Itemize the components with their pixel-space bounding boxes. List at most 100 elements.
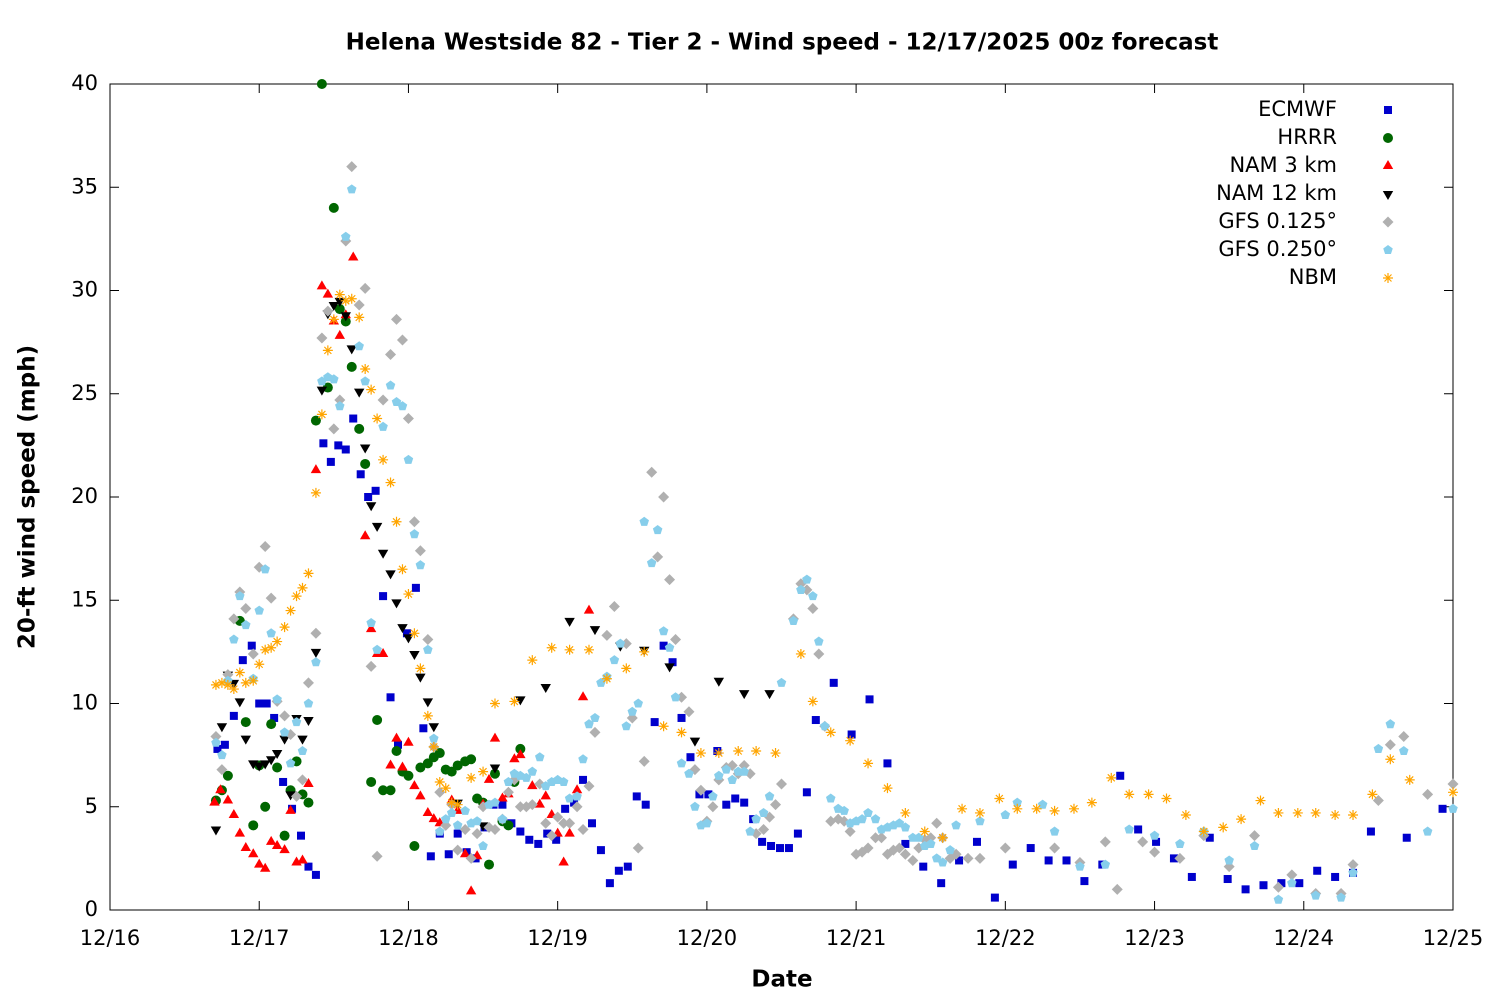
- data-point: [601, 673, 612, 684]
- data-point: [731, 794, 740, 803]
- data-point: [509, 696, 520, 707]
- data-point: [862, 842, 874, 854]
- data-point: [378, 785, 389, 796]
- data-point: [865, 695, 874, 704]
- data-point: [259, 760, 271, 770]
- data-point: [254, 659, 265, 670]
- data-point: [260, 801, 271, 812]
- data-point: [758, 823, 770, 835]
- legend-marker: [1383, 245, 1393, 255]
- data-point: [248, 848, 259, 858]
- data-point: [863, 758, 874, 769]
- data-point: [397, 401, 408, 411]
- data-point: [403, 736, 414, 746]
- data-point: [527, 766, 538, 776]
- data-point: [354, 312, 365, 323]
- data-point: [326, 457, 335, 466]
- data-point: [240, 677, 251, 688]
- data-point: [414, 545, 426, 557]
- legend-marker: [1382, 191, 1394, 200]
- data-point: [297, 746, 308, 756]
- data-point: [248, 820, 259, 831]
- data-point: [638, 755, 650, 767]
- data-point: [621, 663, 632, 674]
- data-point: [472, 816, 482, 826]
- data-point: [302, 677, 314, 689]
- data-point: [340, 316, 351, 327]
- data-point: [1422, 826, 1433, 836]
- data-point: [914, 832, 924, 842]
- chart-title: Helena Westside 82 - Tier 2 - Wind speed…: [346, 30, 1219, 56]
- data-point: [402, 413, 414, 425]
- data-point: [820, 721, 830, 731]
- data-point: [1049, 826, 1060, 836]
- data-point: [609, 655, 620, 665]
- data-point: [652, 551, 664, 563]
- data-point: [1075, 861, 1085, 871]
- data-point: [596, 846, 605, 855]
- data-point: [334, 441, 343, 450]
- data-point: [1180, 810, 1191, 821]
- data-point: [279, 844, 290, 854]
- data-point: [957, 803, 968, 814]
- data-point: [534, 839, 543, 848]
- data-point: [484, 859, 495, 870]
- data-point: [641, 800, 650, 809]
- data-point: [919, 826, 930, 837]
- data-point: [1273, 894, 1284, 904]
- data-point: [1174, 852, 1186, 864]
- data-point: [770, 799, 782, 811]
- data-point: [446, 766, 457, 777]
- data-point: [668, 658, 677, 667]
- data-point: [776, 844, 785, 853]
- data-point: [721, 764, 732, 774]
- data-point: [1286, 869, 1298, 881]
- data-point: [279, 622, 290, 633]
- data-point: [372, 644, 382, 654]
- data-point: [217, 750, 227, 760]
- y-tick-label: 0: [85, 897, 98, 921]
- data-point: [285, 758, 296, 768]
- data-point: [409, 628, 420, 639]
- data-point: [829, 678, 838, 687]
- data-point: [310, 487, 321, 498]
- data-point: [285, 804, 296, 814]
- data-point: [452, 799, 463, 810]
- data-point: [664, 663, 675, 673]
- data-point: [615, 638, 626, 648]
- x-tick-label: 12/25: [1423, 926, 1484, 950]
- data-point: [435, 826, 445, 836]
- data-point: [739, 766, 749, 776]
- x-tick-label: 12/16: [80, 926, 141, 950]
- data-point: [240, 735, 251, 745]
- data-point: [1049, 842, 1061, 854]
- data-point: [579, 775, 588, 784]
- data-point: [409, 650, 420, 660]
- data-point: [1384, 739, 1396, 751]
- x-tick-label: 12/20: [677, 926, 738, 950]
- data-point: [408, 516, 420, 528]
- data-point: [503, 820, 514, 831]
- data-point: [659, 641, 668, 650]
- data-point: [664, 642, 675, 652]
- data-point: [1223, 875, 1232, 884]
- data-point: [310, 464, 322, 474]
- data-point: [322, 382, 333, 393]
- data-point: [303, 717, 314, 727]
- data-point: [385, 785, 396, 796]
- data-point: [1099, 836, 1111, 848]
- y-tick-label: 25: [71, 381, 98, 405]
- data-point: [695, 790, 704, 799]
- data-point: [365, 502, 377, 512]
- data-point: [589, 626, 601, 636]
- data-point: [422, 758, 433, 769]
- data-point: [254, 858, 265, 868]
- data-point: [974, 852, 986, 864]
- data-point: [1249, 840, 1260, 851]
- data-point: [1137, 836, 1149, 848]
- data-point: [316, 386, 328, 396]
- data-point: [222, 770, 233, 781]
- data-point: [356, 470, 365, 479]
- data-point: [272, 762, 283, 773]
- data-point: [364, 493, 373, 501]
